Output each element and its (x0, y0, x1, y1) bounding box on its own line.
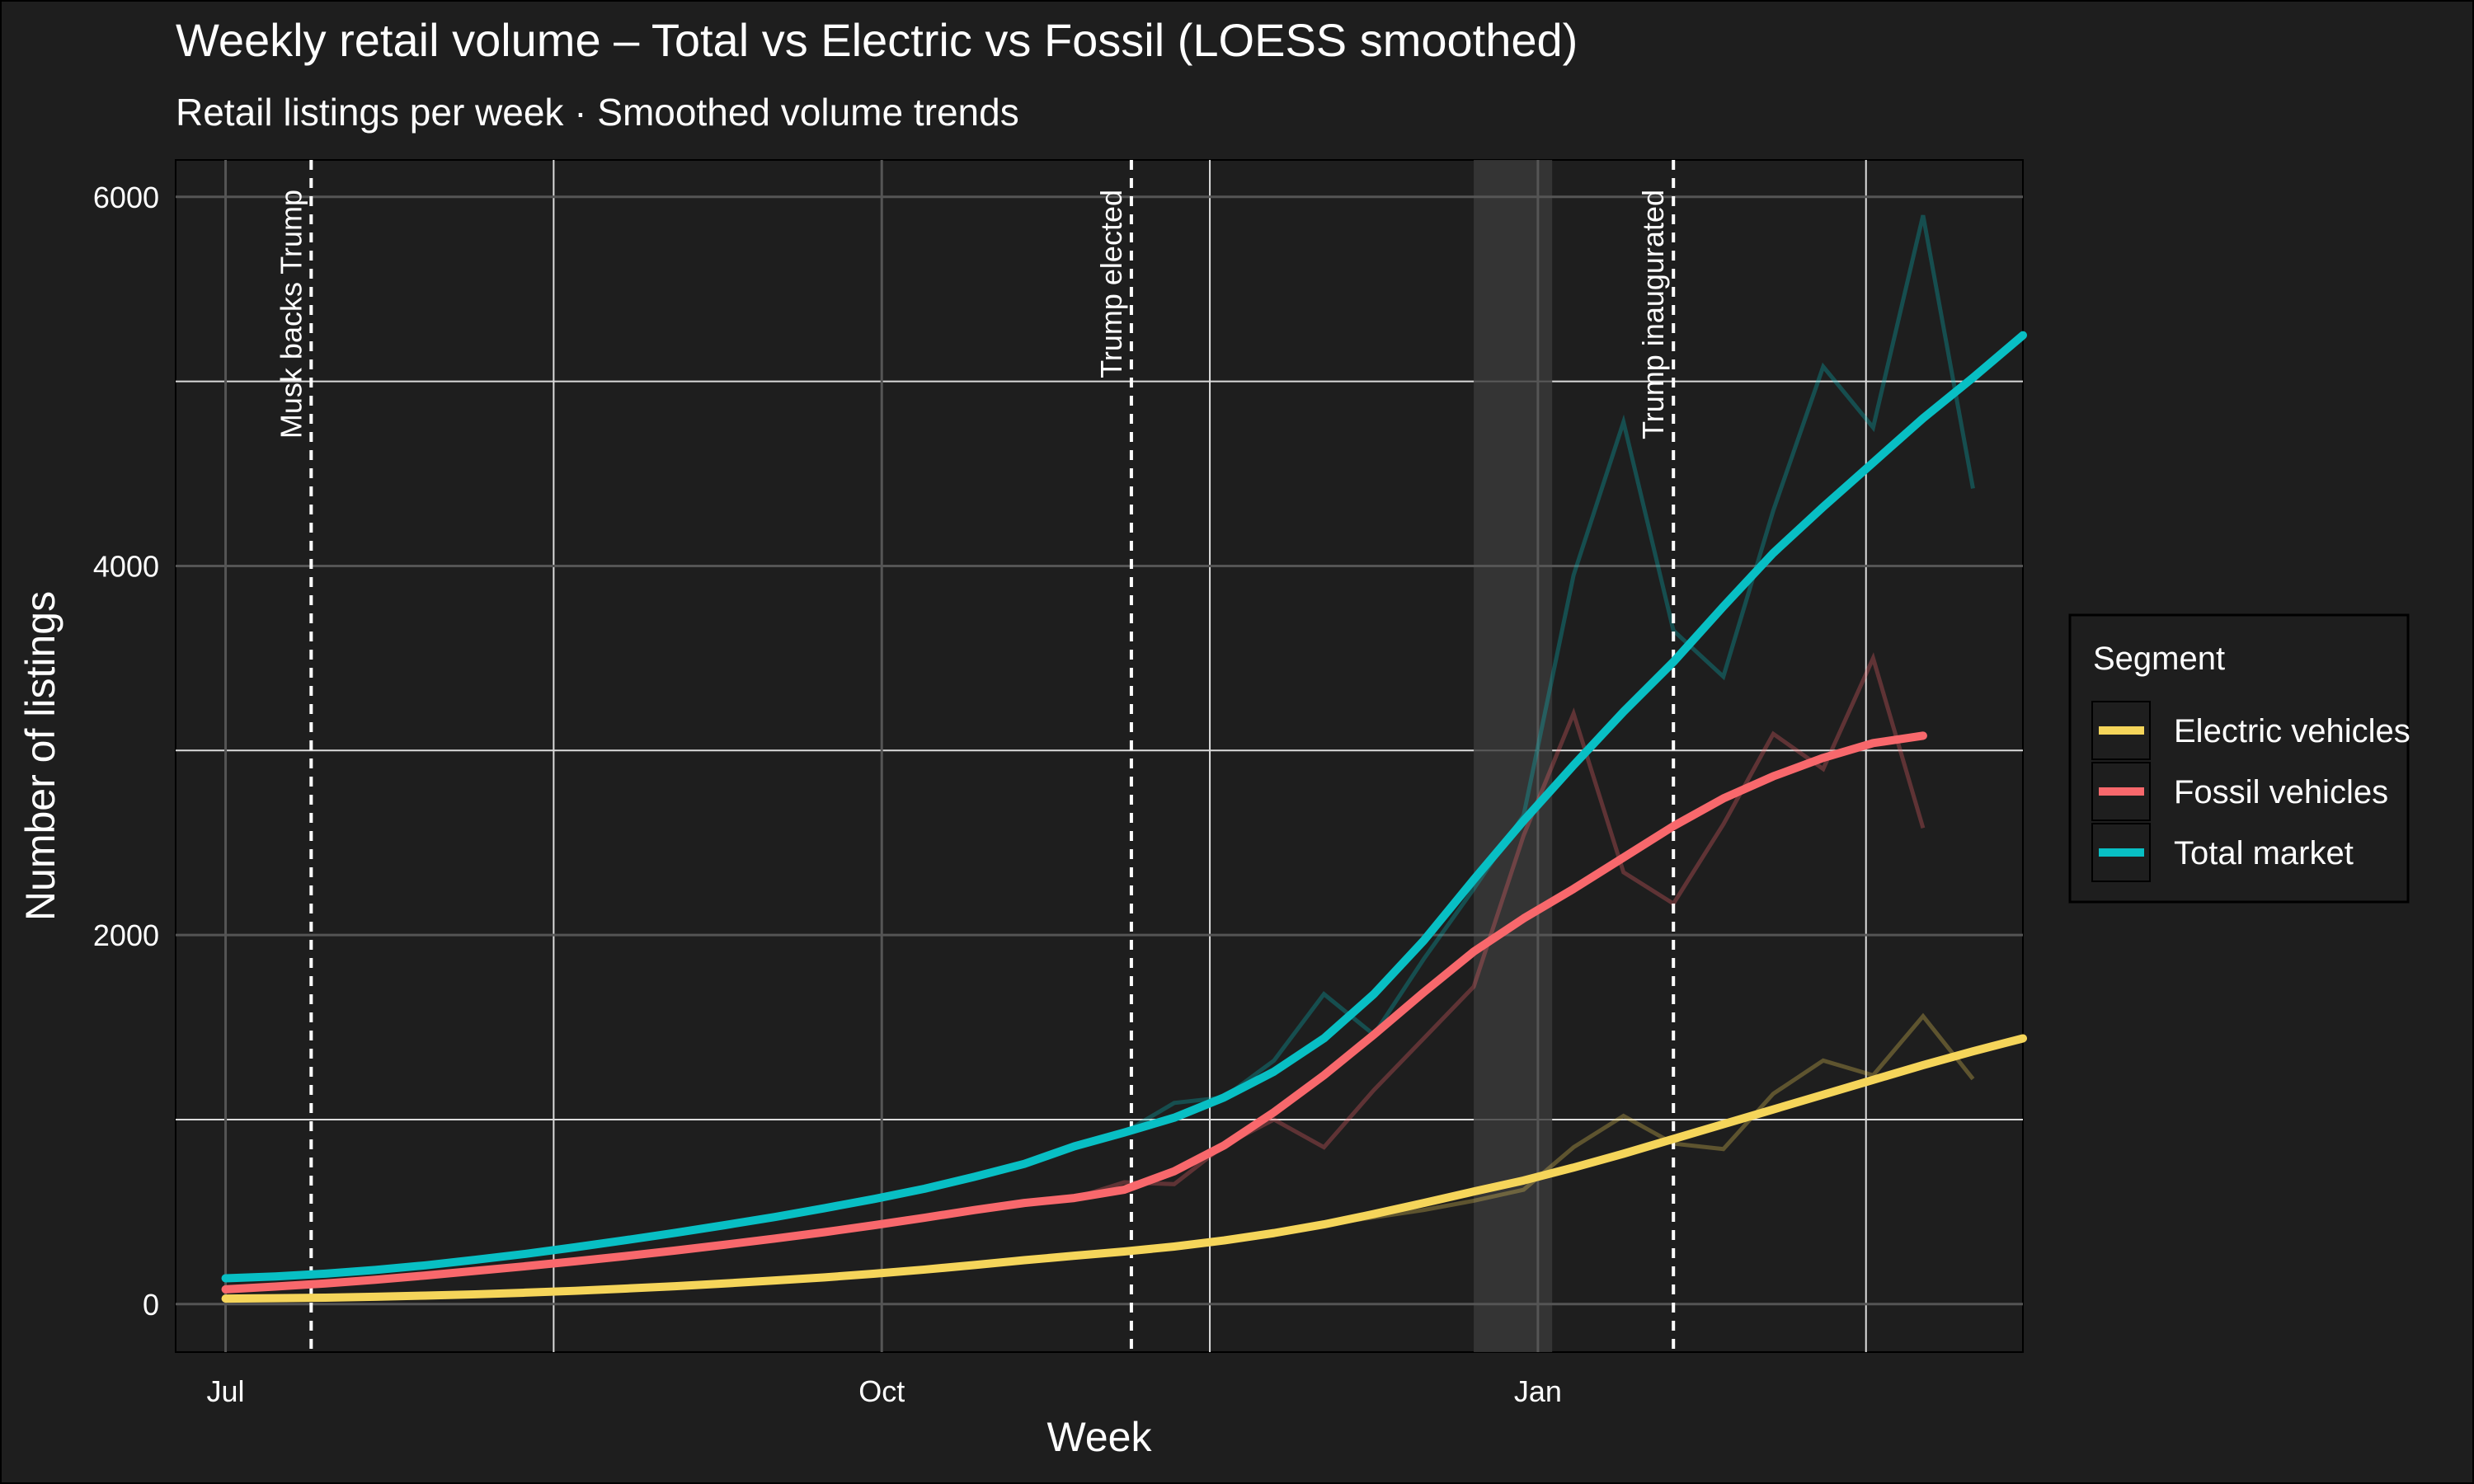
plot-panel (175, 159, 2024, 1353)
y-tick-label: 6000 (93, 181, 159, 214)
y-tick-label: 0 (143, 1288, 159, 1322)
event-markers: Musk backs Trump Trump elected Trump inaug… (274, 160, 1676, 1352)
y-tick-label: 2000 (93, 918, 159, 952)
legend-items: Electric vehicles Fossil vehicles Total ma… (2091, 701, 2411, 882)
x-tick-label: Oct (858, 1374, 905, 1408)
y-axis-ticks: 0 2000 4000 6000 (93, 181, 159, 1322)
smooth-line-fossil-vehicles (221, 731, 1927, 1294)
smooth-line-total-market (221, 331, 2027, 1283)
y-axis-title: Number of listings (17, 591, 63, 921)
legend-label: Total market (2174, 835, 2354, 871)
legend-title: Segment (2093, 641, 2225, 677)
event-label: Trump inaugurated (1636, 190, 1670, 439)
chart-title: Weekly retail volume – Total vs Electric… (176, 14, 1578, 66)
event-label: Trump elected (1094, 190, 1128, 378)
x-tick-label: Jan (1514, 1374, 1562, 1408)
legend-label: Electric vehicles (2174, 713, 2411, 749)
major-gridlines (176, 160, 2023, 1352)
plot-area: Musk backs Trump Trump elected Trump inaug… (175, 159, 2027, 1353)
chart-subtitle: Retail listings per week · Smoothed volu… (176, 91, 1019, 134)
minor-gridlines (176, 160, 2023, 1352)
smooth-line-electric-vehicles (221, 1034, 2027, 1303)
event-label: Musk backs Trump (274, 190, 308, 439)
x-axis-ticks: Jul Oct Jan (207, 1374, 1562, 1408)
x-tick-label: Jul (207, 1374, 245, 1408)
x-axis-title: Week (1047, 1414, 1153, 1460)
legend: Segment Electric vehicles Fossil vehicles… (2068, 613, 2411, 904)
y-tick-label: 4000 (93, 549, 159, 583)
smoothed-series-lines (221, 331, 2027, 1303)
legend-label: Fossil vehicles (2174, 774, 2388, 810)
